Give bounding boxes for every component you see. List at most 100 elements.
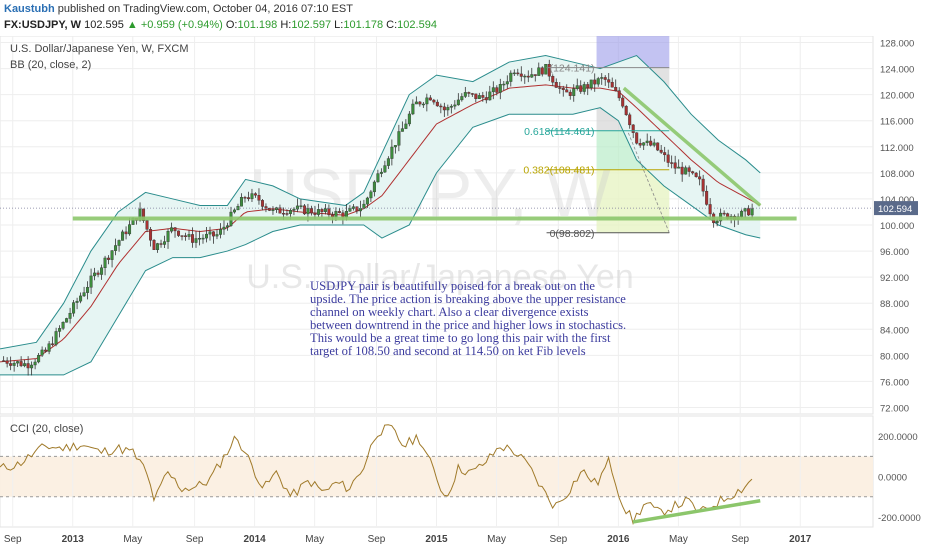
- candle-body: [369, 191, 373, 199]
- candle-body: [428, 97, 432, 101]
- candle-body: [603, 77, 607, 80]
- chart-header: Kaustubh published on TradingView.com, O…: [0, 0, 932, 34]
- x-tick-label: Sep: [731, 534, 749, 545]
- trendlines[interactable]: [0, 86, 873, 233]
- candle-body: [211, 231, 215, 237]
- candle-body: [442, 106, 446, 111]
- candle-body: [198, 238, 202, 240]
- x-tick-label: 2017: [789, 534, 812, 545]
- candle-body: [481, 95, 485, 98]
- candle-body: [58, 328, 62, 332]
- candle-body: [257, 195, 261, 201]
- candle-body: [554, 82, 558, 88]
- cci-axis[interactable]: 200.0000 0.0000 -200.0000: [878, 432, 921, 524]
- candle-body: [414, 101, 418, 105]
- candle-body: [208, 231, 212, 235]
- candle-body: [351, 206, 355, 209]
- candle-body: [89, 275, 93, 288]
- candle-body: [400, 128, 404, 132]
- candle-body: [37, 354, 41, 363]
- candle-body: [47, 343, 51, 352]
- candle-body: [663, 152, 667, 156]
- y-tick-label: 96.000: [880, 247, 909, 258]
- candle-body: [523, 75, 527, 78]
- candle-body: [51, 343, 55, 345]
- low-label: L:: [334, 19, 344, 31]
- candle-body: [607, 79, 611, 83]
- last-price-tag-text: 102.594: [878, 204, 912, 215]
- candle-body: [698, 176, 702, 180]
- candle-body: [16, 361, 20, 364]
- candle-body: [575, 85, 579, 89]
- cci-line: [0, 424, 753, 526]
- time-axis[interactable]: Sep 2013 May Sep 2014 May Sep 2015 May Sep 2016 May…: [4, 534, 812, 545]
- high-label: H:: [280, 19, 292, 31]
- candle-body: [100, 267, 104, 275]
- candle-body: [170, 227, 174, 232]
- y-tick-label: 120.000: [880, 91, 914, 102]
- candle-body: [386, 158, 390, 166]
- candle-body: [383, 165, 387, 173]
- candle-body: [163, 241, 167, 245]
- candle-body: [551, 76, 555, 83]
- candle-body: [299, 205, 303, 207]
- x-tick-label: 2015: [425, 534, 448, 545]
- candle-body: [180, 235, 184, 237]
- price-axis[interactable]: 128.000 124.000 120.000 116.000 112.000 108.0…: [874, 39, 918, 415]
- candle-body: [159, 243, 163, 245]
- chart-area[interactable]: USDJPY, W U.S. Dollar/Japanese Yen (124.…: [0, 36, 932, 550]
- candle-body: [107, 257, 111, 260]
- candle-body: [673, 162, 677, 169]
- candle-body: [72, 302, 76, 314]
- price-change: +0.959 (+0.94%): [140, 19, 223, 31]
- candle-body: [355, 206, 359, 212]
- cci-title[interactable]: CCI (20, close): [10, 423, 83, 435]
- candle-body: [453, 104, 457, 107]
- annotation-box[interactable]: USDJPY pair is beautifully poised for a …: [310, 280, 630, 390]
- candle-body: [390, 146, 394, 159]
- fib-level-label: 0.382(108.481): [523, 165, 594, 177]
- candle-body: [691, 171, 695, 174]
- cci-trendline[interactable]: [632, 499, 761, 524]
- candle-body: [309, 208, 313, 214]
- candle-body: [449, 105, 453, 108]
- x-tick-label: May: [123, 534, 142, 545]
- candle-body: [582, 84, 586, 92]
- y-tick-label: 76.000: [880, 377, 909, 388]
- cci-pane[interactable]: CCI (20, close): [0, 415, 874, 528]
- candle-body: [467, 92, 471, 94]
- candle-body: [274, 207, 278, 210]
- candle-body: [201, 237, 205, 240]
- y-tick-label: 112.000: [880, 143, 914, 154]
- x-tick-label: May: [487, 534, 506, 545]
- candle-body: [54, 331, 58, 345]
- candle-body: [684, 167, 688, 175]
- candle-body: [19, 361, 23, 367]
- candle-body: [337, 211, 341, 213]
- candle-body: [82, 292, 86, 297]
- price-pane[interactable]: USDJPY, W U.S. Dollar/Japanese Yen (124.…: [0, 36, 874, 415]
- x-tick-label: 2016: [607, 534, 630, 545]
- candle-body: [491, 87, 495, 93]
- candle-body: [460, 96, 464, 101]
- resistance-trendline[interactable]: [622, 86, 762, 207]
- author-name[interactable]: Kaustubh: [4, 3, 55, 15]
- cci-divergence-line[interactable]: [632, 499, 761, 524]
- fib-diagonal: [627, 130, 670, 233]
- candle-body: [579, 85, 583, 92]
- indicator-label[interactable]: BB (20, close, 2): [10, 59, 91, 71]
- candle-body: [75, 300, 79, 303]
- y-tick-label: 100.000: [880, 221, 914, 232]
- bollinger-bands: [0, 54, 761, 376]
- low-value: 101.178: [343, 19, 384, 31]
- candle-body: [505, 81, 509, 85]
- candle-body: [145, 220, 149, 230]
- candle-body: [114, 245, 118, 251]
- symbol-label[interactable]: FX:USDJPY, W: [4, 19, 82, 31]
- y-tick-label: 124.000: [880, 65, 914, 76]
- candle-body: [79, 295, 83, 302]
- candle-body: [281, 213, 285, 215]
- price-grid: [0, 36, 873, 414]
- x-tick-label: Sep: [4, 534, 22, 545]
- candle-body: [743, 208, 747, 212]
